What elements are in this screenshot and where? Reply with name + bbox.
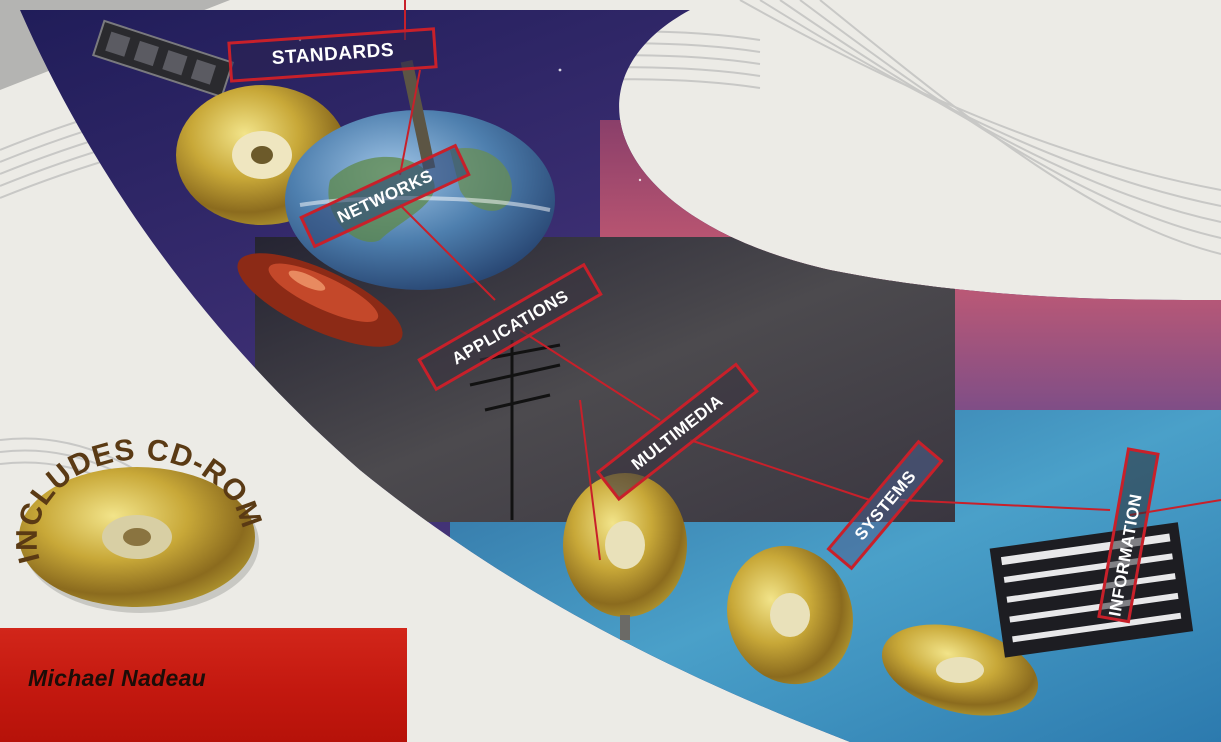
author-panel: Michael Nadeau — [0, 628, 407, 742]
red-spacecraft — [237, 253, 403, 347]
author-name: Michael Nadeau — [28, 665, 207, 691]
connector-lines — [399, 0, 1221, 561]
microchip — [91, 19, 235, 99]
radio-mast — [400, 59, 436, 171]
film-clapperboard — [989, 522, 1194, 658]
tag-standards: STANDARDS — [227, 27, 438, 83]
cd-disc-bottom — [881, 624, 1039, 716]
cd-disc-lower — [727, 545, 853, 685]
tag-information: INFORMATION — [1097, 447, 1160, 624]
